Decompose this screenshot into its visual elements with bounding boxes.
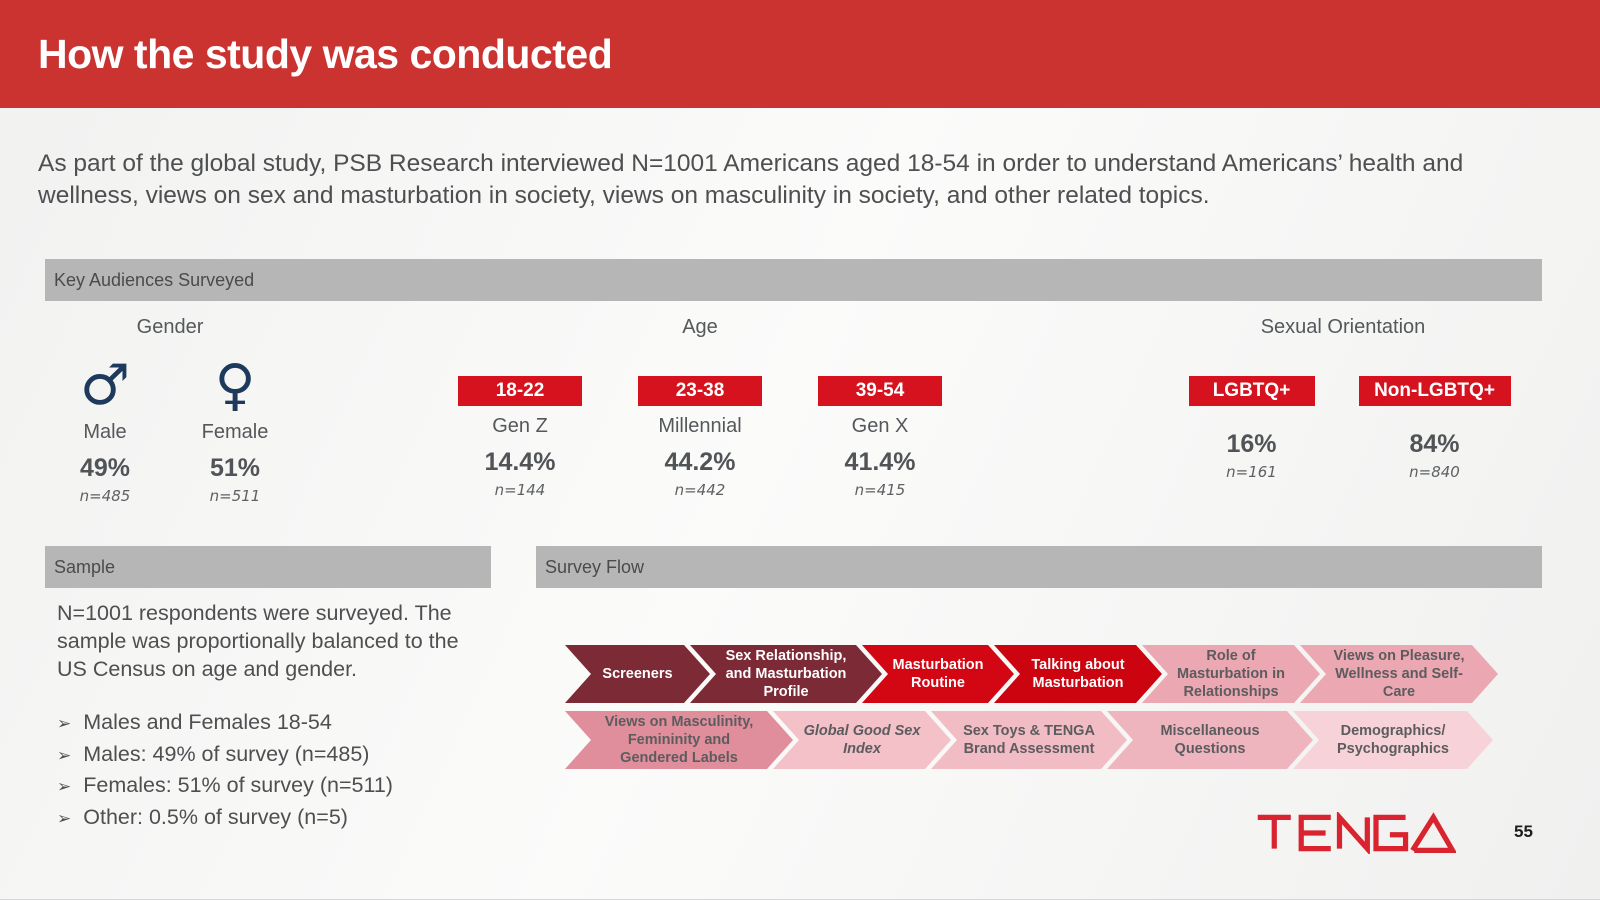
age-range-badge: 23-38 [638, 376, 762, 406]
age-range-badge: 39-54 [818, 376, 942, 406]
age-genz-column: 18-22 Gen Z 14.4% n=144 [430, 355, 610, 499]
survey-flow-row-1: Screeners Sex Relationship, and Masturba… [565, 645, 1498, 703]
flow-step-label: Sex Toys & TENGA Brand Assessment [963, 722, 1095, 757]
intro-text: As part of the global study, PSB Researc… [38, 150, 1464, 210]
arrow-bullet-icon: ➢ [57, 808, 72, 829]
survey-flow-header-label: Survey Flow [545, 556, 645, 577]
generation-label: Gen X [851, 415, 909, 437]
male-percentage: 49% [79, 454, 131, 482]
flow-step-views-on-pleasure: Views on Pleasure, Wellness and Self-Car… [1300, 645, 1498, 703]
millennial-percentage: 44.2% [664, 448, 736, 476]
genx-sample-size: n=415 [854, 481, 906, 499]
flow-step-label: Views on Masculinity, Femininity and Gen… [604, 713, 754, 767]
flow-step-talking-about-masturbation: Talking about Masturbation [994, 645, 1162, 703]
lgbtq-badge: LGBTQ+ [1188, 376, 1315, 406]
flow-step-role-of-masturbation: Role of Masturbation in Relationships [1142, 645, 1320, 703]
page-title: How the study was conducted [38, 30, 613, 77]
bullet-item: ➢ Females: 51% of survey (n=511) [57, 773, 393, 798]
bullet-text: Males and Females 18-54 [83, 710, 332, 734]
flow-step-label: Role of Masturbation in Relationships [1177, 647, 1285, 701]
genz-sample-size: n=144 [494, 481, 546, 499]
flow-step-label: Global Good Sex Index [803, 722, 921, 757]
generation-label: Millennial [658, 415, 742, 437]
age-millennial-column: 23-38 Millennial 44.2% n=442 [610, 355, 790, 499]
bullet-text: Males: 49% of survey (n=485) [83, 741, 370, 766]
arrow-bullet-icon: ➢ [57, 745, 72, 766]
non-lgbtq-badge: Non-LGBTQ+ [1358, 376, 1511, 406]
age-title: Age [682, 316, 718, 338]
female-symbol-icon: ♀ [214, 353, 256, 418]
flow-step-views-on-masculinity: Views on Masculinity, Femininity and Gen… [565, 711, 793, 769]
sample-header-label: Sample [54, 556, 116, 577]
female-sample-size: n=511 [209, 487, 261, 505]
generation-label: Gen Z [492, 415, 548, 437]
age-group: Age 18-22 Gen Z 14.4% n=144 23-38 Millen… [430, 316, 970, 499]
bullet-text: Females: 51% of survey (n=511) [83, 773, 393, 797]
flow-step-label: Screeners [602, 665, 673, 682]
title-bar: How the study was conducted [0, 0, 1600, 108]
key-audiences-header: Key Audiences Surveyed [45, 259, 1542, 301]
bullet-item: ➢ Males and Females 18-54 [57, 710, 393, 735]
age-range-badge: 18-22 [458, 376, 582, 406]
non-lgbtq-sample-size: n=840 [1409, 463, 1460, 481]
male-label: Male [83, 421, 127, 443]
flow-step-label: Masturbation Routine [892, 656, 984, 691]
flow-step-label: Views on Pleasure, Wellness and Self-Car… [1333, 647, 1465, 701]
orientation-group: Sexual Orientation LGBTQ+ 16% n=161 Non-… [1160, 316, 1526, 481]
survey-flow-row-2: Views on Masculinity, Femininity and Gen… [565, 711, 1493, 769]
arrow-bullet-icon: ➢ [57, 714, 72, 734]
female-label: Female [201, 421, 269, 443]
sample-header: Sample [45, 546, 491, 588]
gender-female-column: ♀ Female 51% n=511 [170, 353, 300, 506]
lgbtq-column: LGBTQ+ 16% n=161 [1160, 355, 1343, 481]
flow-step-miscellaneous-questions: Miscellaneous Questions [1107, 711, 1313, 769]
tenga-logo [1256, 810, 1458, 859]
bullet-text: Other: 0.5% of survey (n=5) [83, 804, 348, 829]
survey-flow-header: Survey Flow [536, 546, 1542, 588]
flow-step-masturbation-routine: Masturbation Routine [862, 645, 1014, 703]
male-symbol-icon: ♂ [79, 353, 131, 418]
flow-step-label: Demographics/ Psychographics [1336, 722, 1449, 757]
flow-step-sex-toys-tenga-brand: Sex Toys & TENGA Brand Assessment [931, 711, 1127, 769]
orientation-title: Sexual Orientation [1260, 316, 1426, 338]
gender-male-column: ♂ Male 49% n=485 [40, 353, 170, 506]
genx-percentage: 41.4% [844, 448, 916, 476]
page-number: 55 [1514, 822, 1533, 841]
bullet-item: ➢ Males: 49% of survey (n=485) [57, 742, 393, 767]
female-percentage: 51% [209, 454, 261, 482]
non-lgbtq-percentage: 84% [1409, 430, 1460, 458]
key-audiences-header-label: Key Audiences Surveyed [54, 269, 255, 290]
sample-description: N=1001 respondents were surveyed. The sa… [57, 601, 459, 681]
flow-step-sex-relationship-profile: Sex Relationship, and Masturbation Profi… [690, 645, 882, 703]
sample-bullet-list: ➢ Males and Females 18-54 ➢ Males: 49% o… [57, 710, 393, 836]
non-lgbtq-column: Non-LGBTQ+ 84% n=840 [1343, 355, 1526, 481]
arrow-bullet-icon: ➢ [57, 777, 72, 797]
male-sample-size: n=485 [79, 487, 131, 505]
genz-percentage: 14.4% [484, 448, 556, 476]
flow-step-label: Sex Relationship, and Masturbation Profi… [725, 647, 847, 701]
flow-step-global-good-sex-index: Global Good Sex Index [773, 711, 951, 769]
lgbtq-percentage: 16% [1226, 430, 1277, 458]
age-genx-column: 39-54 Gen X 41.4% n=415 [790, 355, 970, 499]
flow-step-label: Miscellaneous Questions [1160, 722, 1260, 757]
millennial-sample-size: n=442 [674, 481, 726, 499]
flow-step-label: Talking about Masturbation [1031, 656, 1125, 691]
flow-step-screeners: Screeners [565, 645, 710, 703]
gender-title: Gender [136, 316, 204, 338]
gender-group: Gender ♂ Male 49% n=485 ♀ Female 51% n=5… [40, 316, 300, 505]
lgbtq-sample-size: n=161 [1226, 463, 1277, 481]
bullet-item: ➢ Other: 0.5% of survey (n=5) [57, 805, 393, 830]
flow-step-demographics-psychographics: Demographics/ Psychographics [1293, 711, 1493, 769]
